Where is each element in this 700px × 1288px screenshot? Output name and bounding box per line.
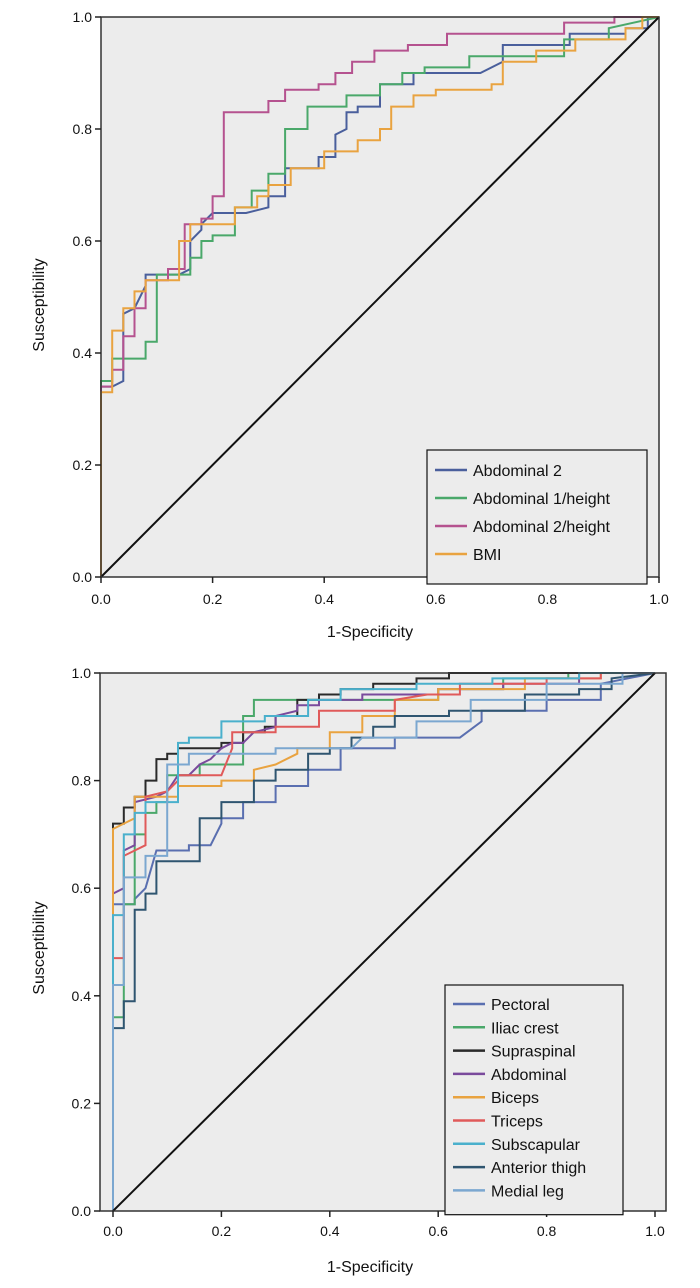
y-tick-label: 0.0	[73, 569, 93, 585]
axes: 0.0 0.0 0.2 0.2 0.4 0.4 0.6 0.6 0.8 0.8 1.0 1.0	[72, 665, 665, 1239]
plot-frame	[99, 672, 667, 1212]
x-tick-label: 0.2	[212, 1223, 232, 1239]
y-tick-label: 0.6	[72, 880, 92, 896]
legend-label: Pectoral	[491, 997, 550, 1014]
x-tick-label: 1.0	[645, 1223, 665, 1239]
legend-label: Medial leg	[491, 1183, 564, 1200]
x-tick-label: 0.8	[537, 1223, 557, 1239]
reference-diagonal	[112, 672, 656, 1212]
y-tick-label: 0.8	[73, 121, 93, 137]
y-tick-label: 1.0	[73, 9, 93, 25]
y-tick-label: 0.8	[72, 773, 92, 789]
x-tick-label: 1.0	[649, 591, 669, 607]
legend-label: Subscapular	[491, 1137, 581, 1154]
series-line-medial-leg	[112, 672, 655, 1211]
legend-label: Abdominal 1/height	[473, 491, 611, 508]
legend-label: Triceps	[491, 1114, 543, 1131]
legend-label: Supraspinal	[491, 1044, 576, 1061]
y-tick-label: 1.0	[72, 665, 92, 681]
y-tick-label: 0.6	[73, 233, 93, 249]
legend-label: Abdominal 2	[473, 463, 562, 480]
legend: Abdominal 2 Abdominal 1/height Abdominal 2…	[426, 449, 648, 585]
y-tick-label: 0.4	[72, 988, 92, 1004]
x-axis-title: 1-Specificity	[327, 1259, 413, 1276]
legend-label: Iliac crest	[491, 1020, 559, 1037]
series-line-abdominal-2	[100, 16, 659, 577]
x-tick-label: 0.8	[538, 591, 558, 607]
legend-label: BMI	[473, 547, 501, 564]
series-group	[112, 672, 656, 1211]
legend: Pectoral Iliac crest Supraspinal Abdominal B…	[444, 984, 624, 1216]
plot-frame	[100, 16, 660, 578]
roc-chart-top: 0.0 0.0 0.2 0.2 0.4 0.4 0.6 0.6 0.8 0.8 1.0 1.0 1-S…	[31, 9, 669, 641]
y-tick-label: 0.2	[73, 457, 93, 473]
legend-box	[444, 984, 624, 1216]
x-tick-label: 0.0	[103, 1223, 123, 1239]
x-tick-label: 0.0	[91, 591, 111, 607]
series-line-abdominal-2-height	[100, 16, 659, 577]
series-line-abdominal-1-height	[100, 16, 660, 577]
series-line-anterior-thigh	[112, 672, 656, 1211]
x-tick-label: 0.2	[203, 591, 223, 607]
series-line-subscapular	[112, 672, 655, 1211]
legend-label: Biceps	[491, 1090, 539, 1107]
y-axis-title: Susceptibility	[31, 901, 48, 994]
legend-box	[426, 449, 648, 585]
legend-label: Anterior thigh	[491, 1160, 586, 1177]
legend-label: Abdominal 2/height	[473, 519, 611, 536]
x-tick-label: 0.6	[426, 591, 446, 607]
x-tick-label: 0.4	[314, 591, 334, 607]
series-group	[100, 16, 660, 577]
x-axis-title: 1-Specificity	[327, 624, 413, 641]
y-axis-title: Susceptibility	[31, 258, 48, 351]
series-line-bmi	[100, 16, 659, 577]
axes: 0.0 0.0 0.2 0.2 0.4 0.4 0.6 0.6 0.8 0.8 1.0 1.0	[73, 9, 669, 607]
y-tick-label: 0.2	[72, 1095, 92, 1111]
x-tick-label: 0.6	[428, 1223, 448, 1239]
y-tick-label: 0.0	[72, 1203, 92, 1219]
reference-diagonal	[100, 16, 660, 578]
x-tick-label: 0.4	[320, 1223, 340, 1239]
series-line-triceps	[112, 672, 655, 1211]
y-tick-label: 0.4	[73, 345, 93, 361]
roc-chart-bottom: 0.0 0.0 0.2 0.2 0.4 0.4 0.6 0.6 0.8 0.8 1.0 1.0 1-S…	[31, 665, 667, 1276]
legend-label: Abdominal	[491, 1067, 567, 1084]
